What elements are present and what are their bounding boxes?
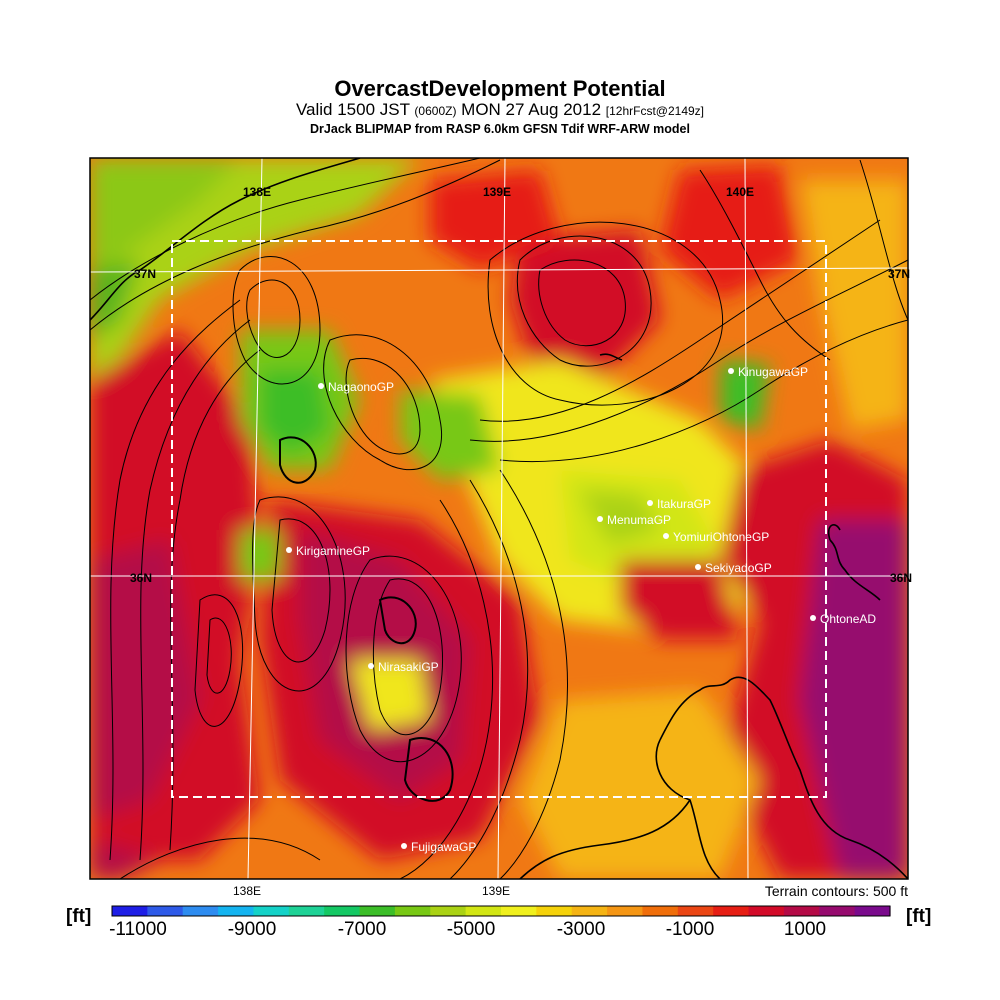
colorbar-tick-label: -5000 <box>447 919 496 940</box>
lat-label-36n-left: 36N <box>130 571 152 585</box>
station-label[interactable]: NirasakiGP <box>378 660 439 674</box>
valid-time-line: Valid 1500 JST (0600Z) MON 27 Aug 2012 [… <box>0 100 1000 120</box>
lon-label-139e-bottom: 139E <box>482 884 510 898</box>
map-title: OvercastDevelopment Potential <box>334 76 666 101</box>
colorbar-tick-label: -1000 <box>666 919 715 940</box>
model-info: DrJack BLIPMAP from RASP 6.0km GFSN Tdif… <box>310 122 690 136</box>
lat-label-36n-right: 36N <box>890 571 912 585</box>
unit-label-left: [ft] <box>66 906 92 927</box>
station-label[interactable]: NagaonoGP <box>328 380 394 394</box>
lon-label-138e-bottom: 138E <box>233 884 261 898</box>
lat-lon-grid <box>89 157 909 880</box>
terrain-contours-note: Terrain contours: 500 ft <box>764 883 908 899</box>
colorbar-tick-label: -3000 <box>557 919 606 940</box>
station-marker[interactable] <box>401 843 407 849</box>
colorbar-tick-label: -9000 <box>228 919 277 940</box>
colorbar-swatch <box>253 906 290 916</box>
colorbar-tick-label: 1000 <box>784 919 826 940</box>
station-label[interactable]: FujigawaGP <box>411 840 476 854</box>
colorbar-swatch <box>713 906 750 916</box>
valid-time-utc: (0600Z) <box>414 104 457 118</box>
colorbar-swatch <box>854 906 891 916</box>
station-label[interactable]: KinugawaGP <box>738 365 808 379</box>
colorbar-swatch <box>288 906 325 916</box>
station-marker[interactable] <box>647 500 653 506</box>
lon-label-139e-top: 139E <box>483 185 511 199</box>
colorbar-swatch <box>465 906 502 916</box>
station-label[interactable]: SekiyadoGP <box>705 561 772 575</box>
forecast-info: [12hrFcst@2149z] <box>605 104 705 118</box>
station-marker[interactable] <box>695 564 701 570</box>
coastlines <box>90 158 908 879</box>
station-label[interactable]: ItakuraGP <box>657 497 711 511</box>
valid-time-a: Valid 1500 JST <box>295 100 415 119</box>
valid-time-b: MON 27 Aug 2012 <box>456 100 606 119</box>
colorbar-swatch <box>112 906 148 916</box>
terrain-contours <box>90 158 908 879</box>
colorbar-tick-label: -7000 <box>338 919 387 940</box>
field-layer <box>90 158 908 879</box>
colorbar-labels: -11000 -9000 -7000 -5000 -3000 -1000 100… <box>109 919 826 940</box>
station-label[interactable]: MenumaGP <box>607 513 671 527</box>
colorbar-swatch <box>147 906 184 916</box>
map-frame <box>89 157 909 880</box>
station-marker[interactable] <box>663 533 669 539</box>
station-label[interactable]: YomiuriOhtoneGP <box>673 530 769 544</box>
colorbar-swatch <box>571 906 608 916</box>
colorbar-swatch <box>182 906 219 916</box>
station-label[interactable]: KirigamineGP <box>296 544 370 558</box>
station-marker[interactable] <box>318 383 324 389</box>
colorbar-swatch <box>536 906 573 916</box>
colorbar-swatch <box>218 906 255 916</box>
station-marker[interactable] <box>810 615 816 621</box>
colorbar-swatch <box>359 906 396 916</box>
station-markers: NagaonoGP KirigamineGP NirasakiGP Fujiga… <box>286 365 876 854</box>
colorbar <box>112 906 891 916</box>
colorbar-swatch <box>430 906 467 916</box>
unit-label-right: [ft] <box>906 906 932 927</box>
colorbar-swatch <box>783 906 820 916</box>
inner-domain-box <box>171 240 827 798</box>
station-marker[interactable] <box>286 547 292 553</box>
colorbar-frame <box>111 905 891 917</box>
station-marker[interactable] <box>597 516 603 522</box>
colorbar-swatch <box>819 906 856 916</box>
station-label[interactable]: OhtoneAD <box>820 612 876 626</box>
lon-label-140e-top: 140E <box>726 185 754 199</box>
colorbar-swatch <box>677 906 714 916</box>
lat-label-37n-left: 37N <box>134 267 156 281</box>
colorbar-swatch <box>324 906 361 916</box>
colorbar-tick-label: -11000 <box>109 919 167 940</box>
colorbar-swatch <box>748 906 785 916</box>
lon-label-138e-top: 138E <box>243 185 271 199</box>
colorbar-swatch <box>394 906 431 916</box>
colorbar-swatch <box>607 906 644 916</box>
station-marker[interactable] <box>728 368 734 374</box>
colorbar-swatch <box>501 906 537 916</box>
lat-label-37n-right: 37N <box>888 267 910 281</box>
station-marker[interactable] <box>368 663 374 669</box>
colorbar-swatch <box>642 906 679 916</box>
